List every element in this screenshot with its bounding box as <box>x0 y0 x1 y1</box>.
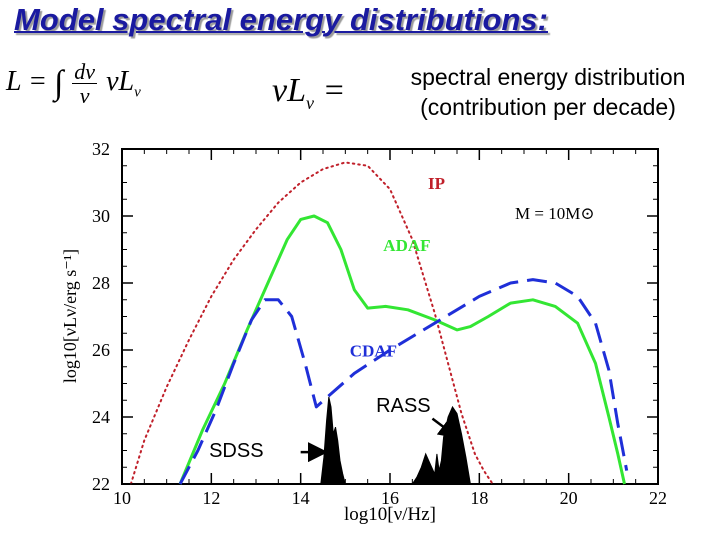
callouts: SDSS RASS <box>209 395 459 462</box>
rass-callout-label: RASS <box>376 395 430 417</box>
rass-data-region <box>411 405 471 485</box>
eq-right-lhs: νL <box>272 72 306 109</box>
eq-left-lhs: L = <box>6 66 47 98</box>
ip-curve <box>129 161 494 485</box>
y-tick-label: 24 <box>92 407 110 427</box>
label-adaf: ADAF <box>383 236 430 255</box>
x-tick-label: 18 <box>470 488 488 508</box>
mass-annotation: M = 10M⊙ <box>515 204 595 223</box>
y-tick-label: 32 <box>92 139 110 159</box>
label-ip: IP <box>428 174 445 193</box>
eq-left-fraction: dν ν <box>72 59 98 109</box>
sdss-data-region <box>320 396 346 485</box>
sdss-callout-label: SDSS <box>209 440 263 462</box>
y-tick-label: 22 <box>92 474 110 494</box>
x-tick-label: 12 <box>202 488 220 508</box>
y-tick-label: 26 <box>92 340 110 360</box>
x-axis-label: log10[ν/Hz] <box>344 504 436 525</box>
equation-description: spectral energy distribution (contributi… <box>378 62 718 122</box>
x-tick-label: 20 <box>560 488 578 508</box>
x-tick-label: 14 <box>292 488 310 508</box>
eq-desc-line1: spectral energy distribution <box>410 64 686 90</box>
axis-ticks <box>121 148 659 485</box>
eq-right-lhs-sub: ν <box>306 92 314 113</box>
eq-left-rhs-sub: ν <box>134 84 141 101</box>
y-axis-label: log10[νLν/erg s⁻¹] <box>60 249 80 383</box>
axis-tick-labels: 10 12 14 16 18 20 22 22 24 26 28 30 32 <box>92 139 667 508</box>
series-labels: IP ADAF CDAF <box>350 174 445 361</box>
y-tick-label: 30 <box>92 206 110 226</box>
adaf-curve <box>178 214 626 485</box>
x-tick-label: 22 <box>649 488 667 508</box>
x-tick-label: 16 <box>381 488 399 508</box>
integral-sign: ∫ <box>53 64 64 102</box>
rass-callout-arrow <box>431 417 459 439</box>
eq-left-numerator: dν <box>72 59 98 85</box>
label-cdaf: CDAF <box>350 342 397 361</box>
nu-l-nu-equation: νLν = <box>272 72 345 114</box>
eq-left-rhs: νL <box>106 66 135 98</box>
cdaf-curve <box>178 278 629 485</box>
luminosity-integral-equation: L = ∫ dν ν νLν <box>6 60 141 107</box>
eq-right-op: = <box>314 72 346 109</box>
eq-left-denominator: ν <box>79 83 90 109</box>
x-tick-label: 10 <box>113 488 131 508</box>
slide-title: Model spectral energy distributions: <box>14 2 548 37</box>
y-tick-label: 28 <box>92 273 110 293</box>
eq-desc-line2: (contribution per decade) <box>420 94 676 120</box>
